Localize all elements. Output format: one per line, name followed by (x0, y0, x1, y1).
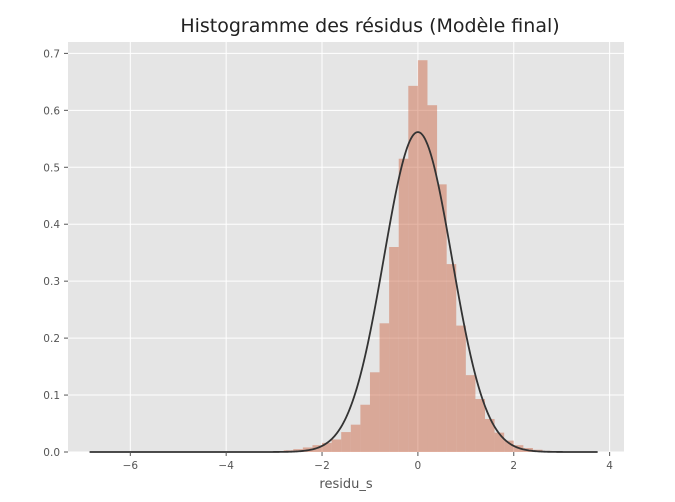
y-tick-label: 0.0 (43, 447, 60, 459)
histogram-bar (437, 184, 447, 452)
histogram-bar (475, 399, 485, 452)
histogram-bar (379, 323, 390, 452)
histogram-bar (398, 158, 409, 452)
y-tick-label: 0.4 (43, 219, 60, 231)
x-tick-label: −2 (314, 460, 329, 472)
axis-ticks: −6 −4 −2 0 2 4 0.0 0.1 0.2 0.3 0.4 0.5 0.6 0.7 (43, 48, 613, 472)
histogram-bar (417, 60, 428, 452)
grid-lines (68, 42, 624, 453)
histogram-bar (494, 432, 505, 452)
histogram-bar (485, 418, 495, 452)
histogram-bar (350, 424, 361, 452)
y-tick-label: 0.7 (43, 48, 60, 60)
histogram-bar (465, 375, 476, 452)
x-axis-label: residu_s (319, 477, 372, 492)
histogram-bar (427, 105, 438, 452)
x-tick-label: 0 (415, 460, 422, 472)
histogram-bar (389, 247, 399, 452)
y-tick-label: 0.5 (43, 162, 60, 174)
histogram-bar (446, 264, 457, 452)
histogram-bar (341, 432, 351, 452)
histogram-bar (504, 440, 514, 452)
histogram-bar (360, 404, 370, 452)
histogram-bar (322, 442, 332, 452)
y-tick-label: 0.1 (43, 390, 60, 402)
plot-background (68, 42, 624, 452)
y-tick-label: 0.6 (43, 105, 60, 117)
y-tick-label: 0.3 (43, 276, 60, 288)
histogram-bar (456, 325, 466, 452)
x-tick-label: −4 (218, 460, 234, 472)
histogram-bar (408, 85, 418, 452)
histogram-bar (331, 439, 342, 452)
x-tick-label: 4 (606, 460, 613, 472)
x-tick-label: 2 (510, 460, 517, 472)
y-tick-label: 0.2 (43, 333, 60, 345)
histogram-bar (369, 372, 380, 452)
x-tick-label: −6 (123, 460, 139, 472)
density-curve (89, 131, 598, 453)
chart-title: Histogramme des résidus (Modèle final) (180, 15, 559, 37)
